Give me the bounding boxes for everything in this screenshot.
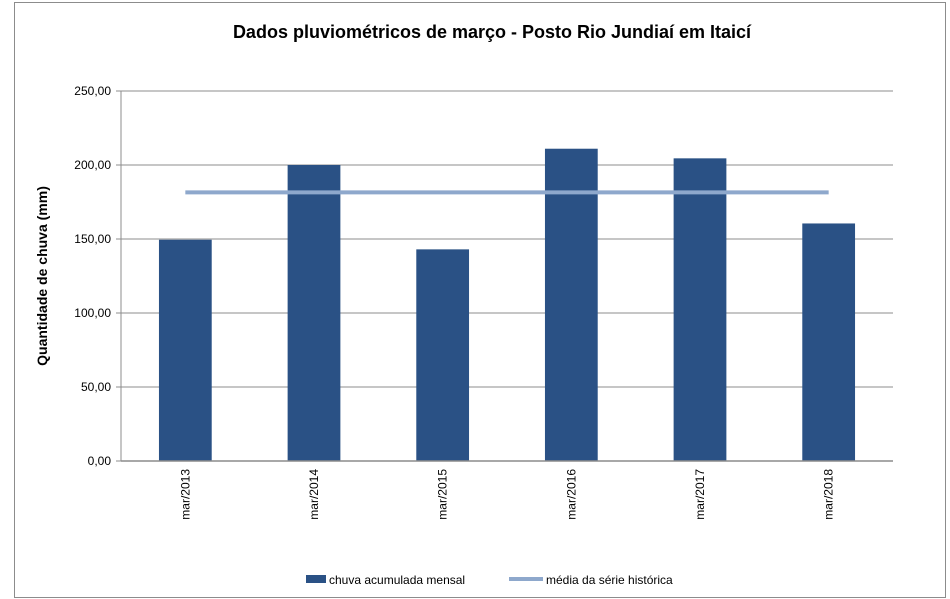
x-tick-label: mar/2013 [178,469,192,520]
bar [673,158,727,461]
x-tick-label: mar/2014 [307,469,321,520]
x-tick-label: mar/2015 [436,469,450,520]
y-tick-label: 250,00 [74,84,111,98]
legend-swatch-bar [306,575,326,583]
y-tick-label: 50,00 [81,380,111,394]
y-axis-ticks: 0,00 50,00 100,00 150,00 200,00 250,00 [74,84,111,468]
y-tick-label: 100,00 [74,306,111,320]
y-tick-label: 150,00 [74,232,111,246]
legend: chuva acumulada mensal média da série hi… [306,573,673,587]
x-tick-label: mar/2016 [564,469,578,520]
bar [158,239,212,461]
gridlines [116,90,893,462]
legend-label-bar: chuva acumulada mensal [329,573,465,587]
bar [416,249,470,461]
y-axis-label: Quantidade de chuva (mm) [34,186,50,366]
y-tick-label: 0,00 [88,454,112,468]
chart-title: Dados pluviométricos de março - Posto Ri… [233,22,752,42]
x-axis-ticks: mar/2013 mar/2014 mar/2015 mar/2016 mar/2017… [178,469,835,520]
x-tick-label: mar/2017 [693,469,707,520]
bars [121,148,893,462]
legend-label-line: média da série histórica [546,573,673,587]
bar [544,148,598,461]
x-tick-label: mar/2018 [822,469,836,520]
bar [287,165,341,461]
bar [802,223,856,461]
y-tick-label: 200,00 [74,158,111,172]
